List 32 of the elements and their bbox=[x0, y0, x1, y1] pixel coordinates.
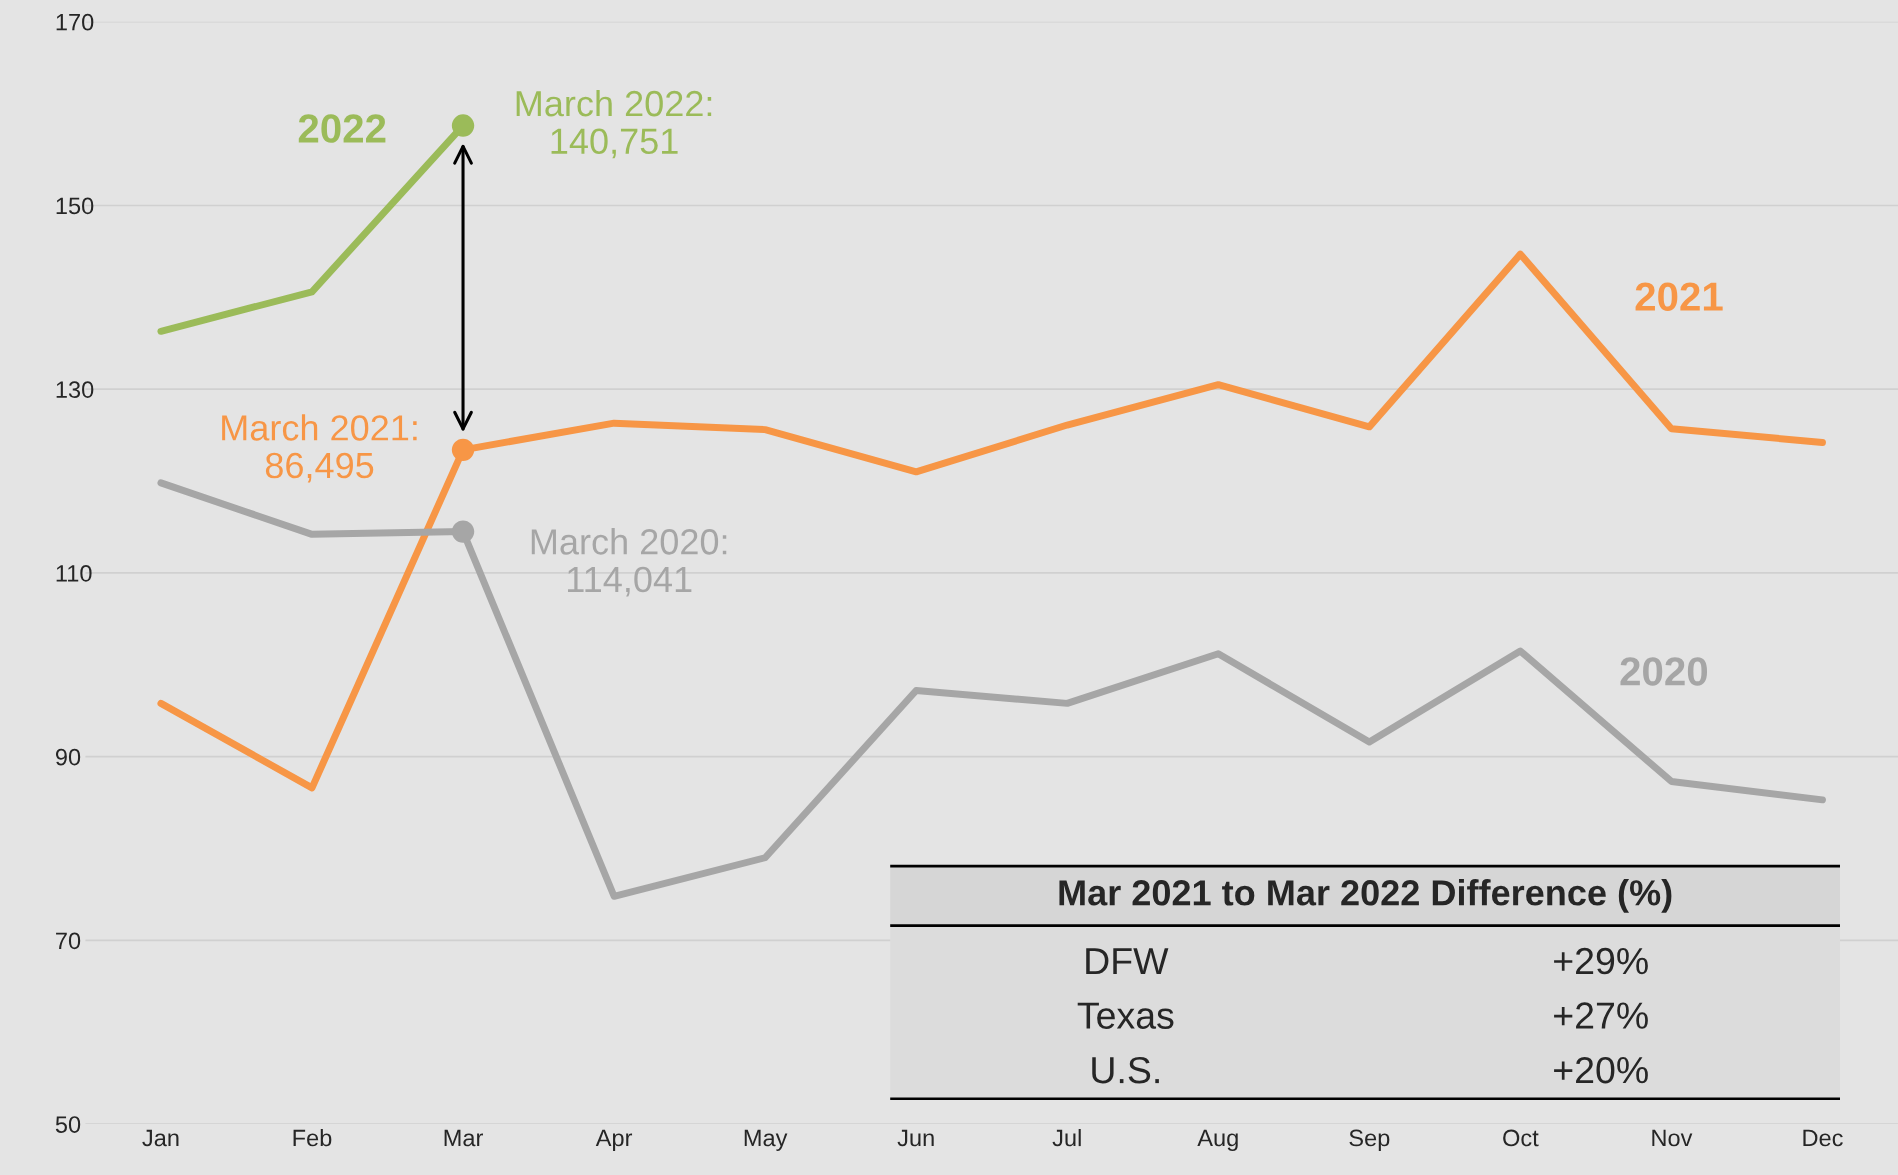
y-tick-label: 150 bbox=[56, 197, 94, 215]
y-tick-label: 50 bbox=[55, 1116, 81, 1133]
y-tick-label: 170 bbox=[56, 13, 94, 31]
x-tick-label: Nov bbox=[1652, 1129, 1693, 1147]
x-tick-label: Jun bbox=[897, 1129, 934, 1147]
x-tick-label: Feb bbox=[293, 1128, 332, 1147]
annotation: Mar 2021 to Mar 2022 Difference (%) bbox=[1059, 879, 1672, 913]
x-tick-label: May bbox=[744, 1129, 788, 1151]
y-tick-label: 130 bbox=[56, 381, 94, 398]
annotation: Texas bbox=[1077, 1002, 1174, 1029]
x-tick-label: Dec bbox=[1803, 1129, 1843, 1147]
x-tick-label: Apr bbox=[595, 1129, 633, 1151]
annotation: March 2020: 114,041 bbox=[531, 528, 727, 597]
annotation: +20% bbox=[1554, 1056, 1648, 1084]
x-tick-label: Jul bbox=[1052, 1128, 1081, 1147]
annotation: +29% bbox=[1554, 947, 1648, 975]
y-tick-label: 90 bbox=[55, 748, 81, 766]
x-tick-label: Aug bbox=[1197, 1129, 1238, 1151]
x-tick-label: Sep bbox=[1349, 1129, 1390, 1151]
annotation: +27% bbox=[1554, 1002, 1648, 1029]
annotation: DFW bbox=[1086, 948, 1169, 974]
x-tick-label: Mar bbox=[444, 1129, 483, 1147]
series-label: 2022 bbox=[298, 114, 386, 143]
y-tick-label: 70 bbox=[56, 932, 81, 950]
x-tick-label: Jan bbox=[142, 1129, 179, 1147]
y-tick-label: 110 bbox=[56, 565, 92, 582]
x-tick-label: Oct bbox=[1503, 1129, 1539, 1147]
annotation: March 2022: 140,751 bbox=[516, 89, 712, 159]
series-label: 2021 bbox=[1635, 282, 1723, 311]
series-label: 2020 bbox=[1620, 657, 1708, 686]
annotation: U.S. bbox=[1092, 1056, 1159, 1084]
annotation: March 2021: 86,495 bbox=[222, 414, 417, 483]
